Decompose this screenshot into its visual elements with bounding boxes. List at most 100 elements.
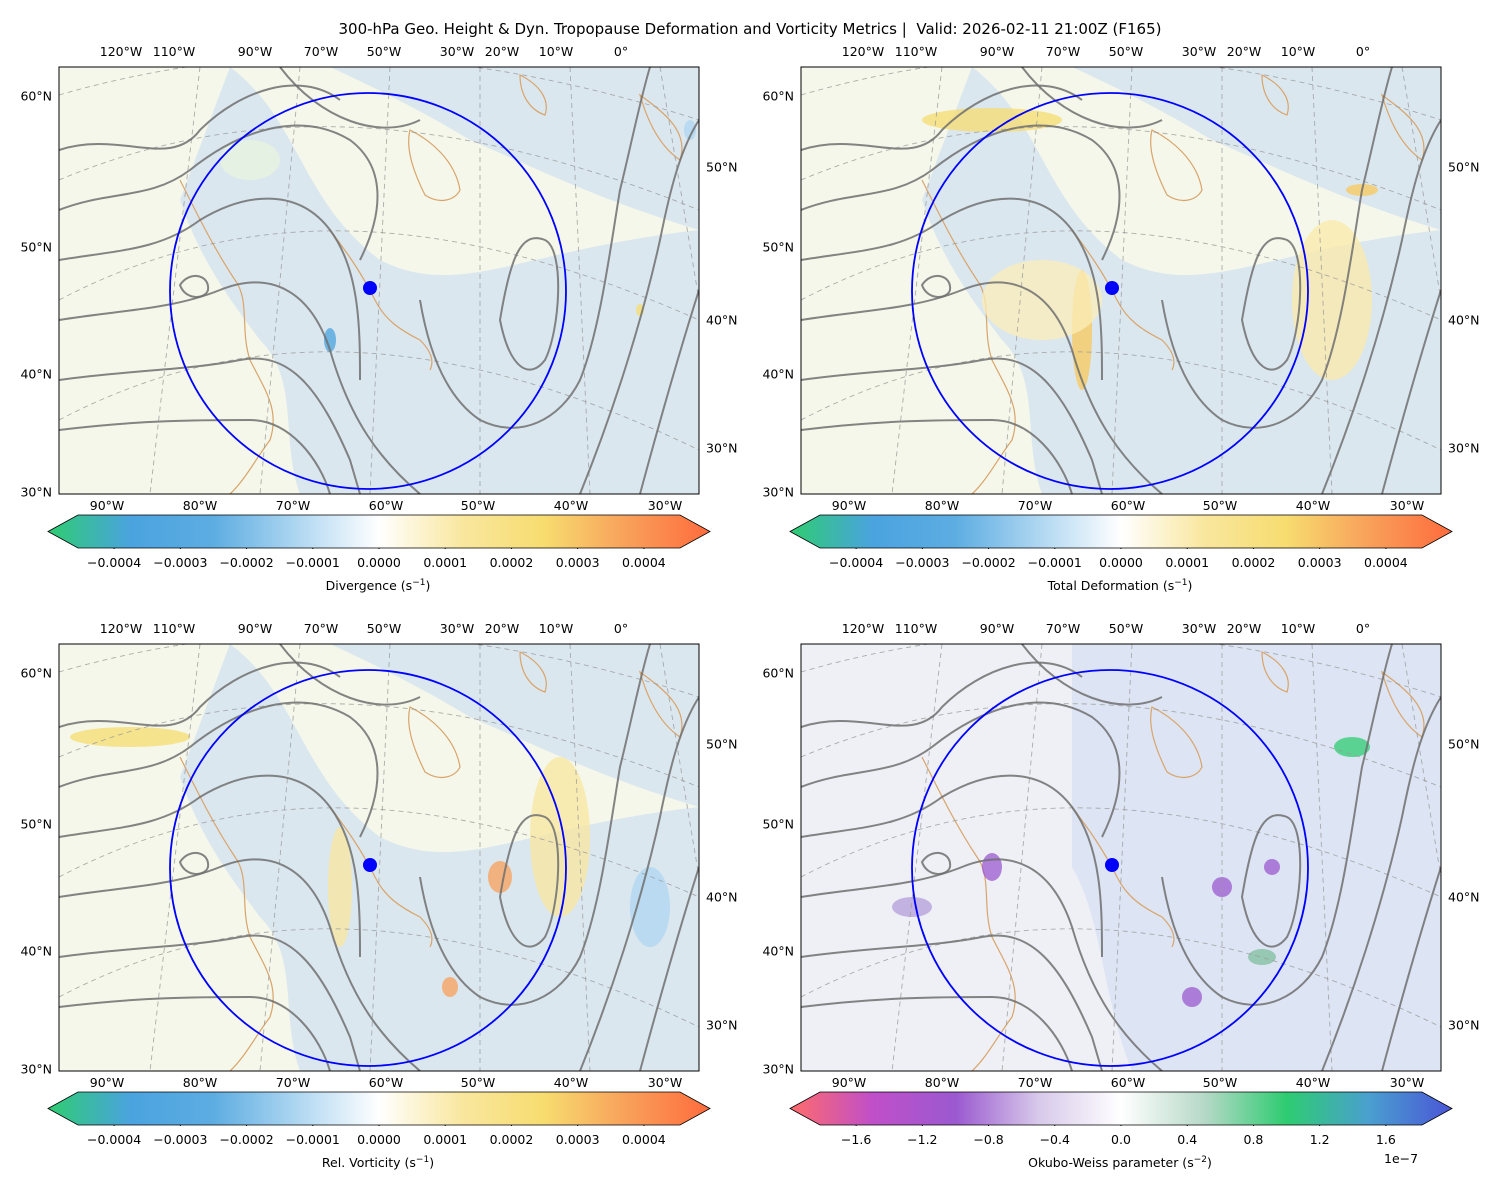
bottom-tick-label: 70°W [1017, 1075, 1053, 1090]
target-center-marker [363, 281, 377, 295]
map-panel-okubo-weiss: 120°W 110°W 90°W 70°W 50°W 30°W 20°W 10°W 0° 90°W… [742, 577, 1484, 1170]
top-tick-label: 110°W [894, 44, 938, 59]
bottom-tick-label: 40°W [1295, 498, 1331, 513]
map-panel-total-deformation: 120°W 110°W 90°W 70°W 50°W 30°W 20°W 10°W 0° 90°W… [742, 0, 1484, 593]
colorbar-tick-label: 0.0003 [555, 555, 600, 570]
colorbar-tick-label: 1.6 [1375, 1132, 1396, 1147]
top-tick-label: 30°W [439, 621, 475, 636]
bottom-tick-label: 50°W [1202, 498, 1238, 513]
top-tick-label: 10°W [538, 621, 574, 636]
top-tick-label: 10°W [1280, 44, 1316, 59]
target-radius-circle [911, 669, 1309, 1067]
colorbar-label: Total Deformation (s−1) [1047, 578, 1193, 594]
right-tick-label: 30°N [1448, 1017, 1480, 1033]
map-panel-relative-vorticity: 120°W 110°W 90°W 70°W 50°W 30°W 20°W 10°W 0° 90°W… [0, 577, 742, 1170]
colorbar-tick-label: −0.0002 [219, 1132, 274, 1147]
right-tick-label: 40°N [706, 889, 738, 905]
bottom-tick-label: 70°W [275, 1075, 311, 1090]
bottom-tick-label: 80°W [182, 1075, 218, 1090]
left-tick-label: 30°N [20, 484, 52, 500]
left-tick-label: 50°N [762, 816, 794, 832]
colorbar-tick-label: −0.0004 [87, 1132, 142, 1147]
bottom-tick-label: 50°W [460, 498, 496, 513]
left-tick-label: 50°N [20, 816, 52, 832]
top-tick-label: 50°W [366, 621, 402, 636]
top-tick-label: 70°W [1045, 621, 1081, 636]
right-tick-label: 40°N [1448, 889, 1480, 905]
right-tick-label: 40°N [706, 312, 738, 328]
colorbar-tick-label: 0.0001 [423, 1132, 468, 1147]
colorbar-tick-label: 0.0003 [1297, 555, 1342, 570]
colorbar-relative-vorticity [47, 1091, 711, 1126]
bottom-tick-label: 80°W [924, 1075, 960, 1090]
target-radius-circle [169, 92, 567, 490]
top-tick-label: 110°W [152, 44, 196, 59]
colorbar-label: Okubo-Weiss parameter (s−2) [1028, 1155, 1212, 1171]
map-plot-total-deformation [800, 66, 1442, 495]
top-tick-label: 120°W [99, 44, 143, 59]
left-tick-label: 40°N [20, 943, 52, 959]
right-tick-label: 30°N [706, 440, 738, 456]
colorbar-tick-label: −0.0002 [961, 555, 1016, 570]
right-tick-label: 30°N [706, 1017, 738, 1033]
bottom-tick-label: 90°W [831, 498, 867, 513]
map-plot-divergence [58, 66, 700, 495]
map-plot-okubo-weiss [800, 643, 1442, 1072]
bottom-tick-label: 60°W [1110, 1075, 1146, 1090]
bottom-tick-label: 40°W [553, 498, 589, 513]
colorbar-divergence [47, 514, 711, 549]
colorbar-tick-label: 0.0001 [423, 555, 468, 570]
bottom-tick-label: 70°W [275, 498, 311, 513]
top-tick-label: 50°W [366, 44, 402, 59]
bottom-tick-label: 30°W [1389, 498, 1425, 513]
bottom-tick-label: 70°W [1017, 498, 1053, 513]
top-tick-label: 20°W [484, 44, 520, 59]
colorbar-tick-label: 0.4 [1177, 1132, 1198, 1147]
top-tick-label: 50°W [1108, 621, 1144, 636]
top-tick-label: 20°W [1226, 621, 1262, 636]
colorbar-tick-label: −0.0003 [153, 555, 208, 570]
bottom-tick-label: 60°W [1110, 498, 1146, 513]
colorbar-tick-label: 0.0000 [357, 555, 401, 570]
left-tick-label: 50°N [20, 239, 52, 255]
right-tick-label: 30°N [1448, 440, 1480, 456]
right-tick-label: 50°N [706, 736, 738, 752]
top-tick-label: 0° [613, 621, 629, 636]
left-tick-label: 30°N [762, 1061, 794, 1077]
colorbar-tick-label: −0.8 [973, 1132, 1004, 1147]
left-tick-label: 60°N [762, 88, 794, 104]
bottom-tick-label: 30°W [1389, 1075, 1425, 1090]
colorbar-tick-label: −0.0004 [829, 555, 884, 570]
top-tick-label: 120°W [841, 44, 885, 59]
top-tick-label: 30°W [1181, 44, 1217, 59]
colorbar-tick-label: −0.0003 [895, 555, 950, 570]
top-tick-label: 110°W [894, 621, 938, 636]
top-tick-label: 90°W [979, 621, 1015, 636]
left-tick-label: 40°N [762, 943, 794, 959]
top-tick-label: 30°W [439, 44, 475, 59]
top-tick-label: 0° [1355, 621, 1371, 636]
target-center-marker [1105, 858, 1119, 872]
colorbar-tick-label: 0.0000 [357, 1132, 401, 1147]
top-tick-label: 10°W [538, 44, 574, 59]
left-tick-label: 40°N [20, 366, 52, 382]
right-tick-label: 50°N [706, 159, 738, 175]
top-tick-label: 50°W [1108, 44, 1144, 59]
colorbar-tick-label: −0.0003 [153, 1132, 208, 1147]
colorbar-tick-label: 0.0004 [1364, 555, 1408, 570]
target-center-marker [1105, 281, 1119, 295]
top-tick-label: 90°W [237, 621, 273, 636]
bottom-tick-label: 90°W [831, 1075, 867, 1090]
left-tick-label: 30°N [762, 484, 794, 500]
bottom-tick-label: 80°W [182, 498, 218, 513]
bottom-tick-label: 50°W [460, 1075, 496, 1090]
bottom-tick-label: 90°W [89, 1075, 125, 1090]
target-radius-circle [169, 669, 567, 1067]
colorbar-tick-label: 0.0002 [489, 1132, 534, 1147]
colorbar-label: Rel. Vorticity (s−1) [321, 1155, 435, 1171]
bottom-tick-label: 60°W [368, 1075, 404, 1090]
colorbar-tick-label: −1.2 [907, 1132, 938, 1147]
colorbar-tick-label: −1.6 [840, 1132, 872, 1147]
colorbar-tick-label: 0.0002 [489, 555, 534, 570]
top-tick-label: 0° [613, 44, 629, 59]
